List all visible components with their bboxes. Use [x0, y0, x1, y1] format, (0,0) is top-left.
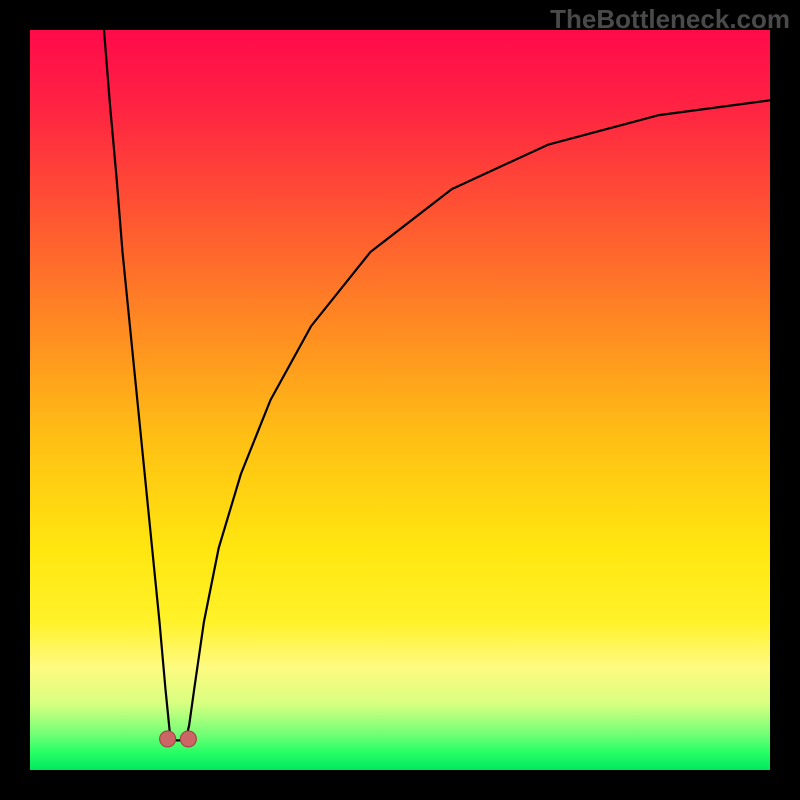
- minimum-marker: [180, 731, 196, 747]
- watermark-text: TheBottleneck.com: [550, 4, 790, 35]
- plot-area: [30, 30, 770, 770]
- chart-container: TheBottleneck.com: [0, 0, 800, 800]
- minimum-marker: [160, 731, 176, 747]
- bottleneck-curve-chart: [0, 0, 800, 800]
